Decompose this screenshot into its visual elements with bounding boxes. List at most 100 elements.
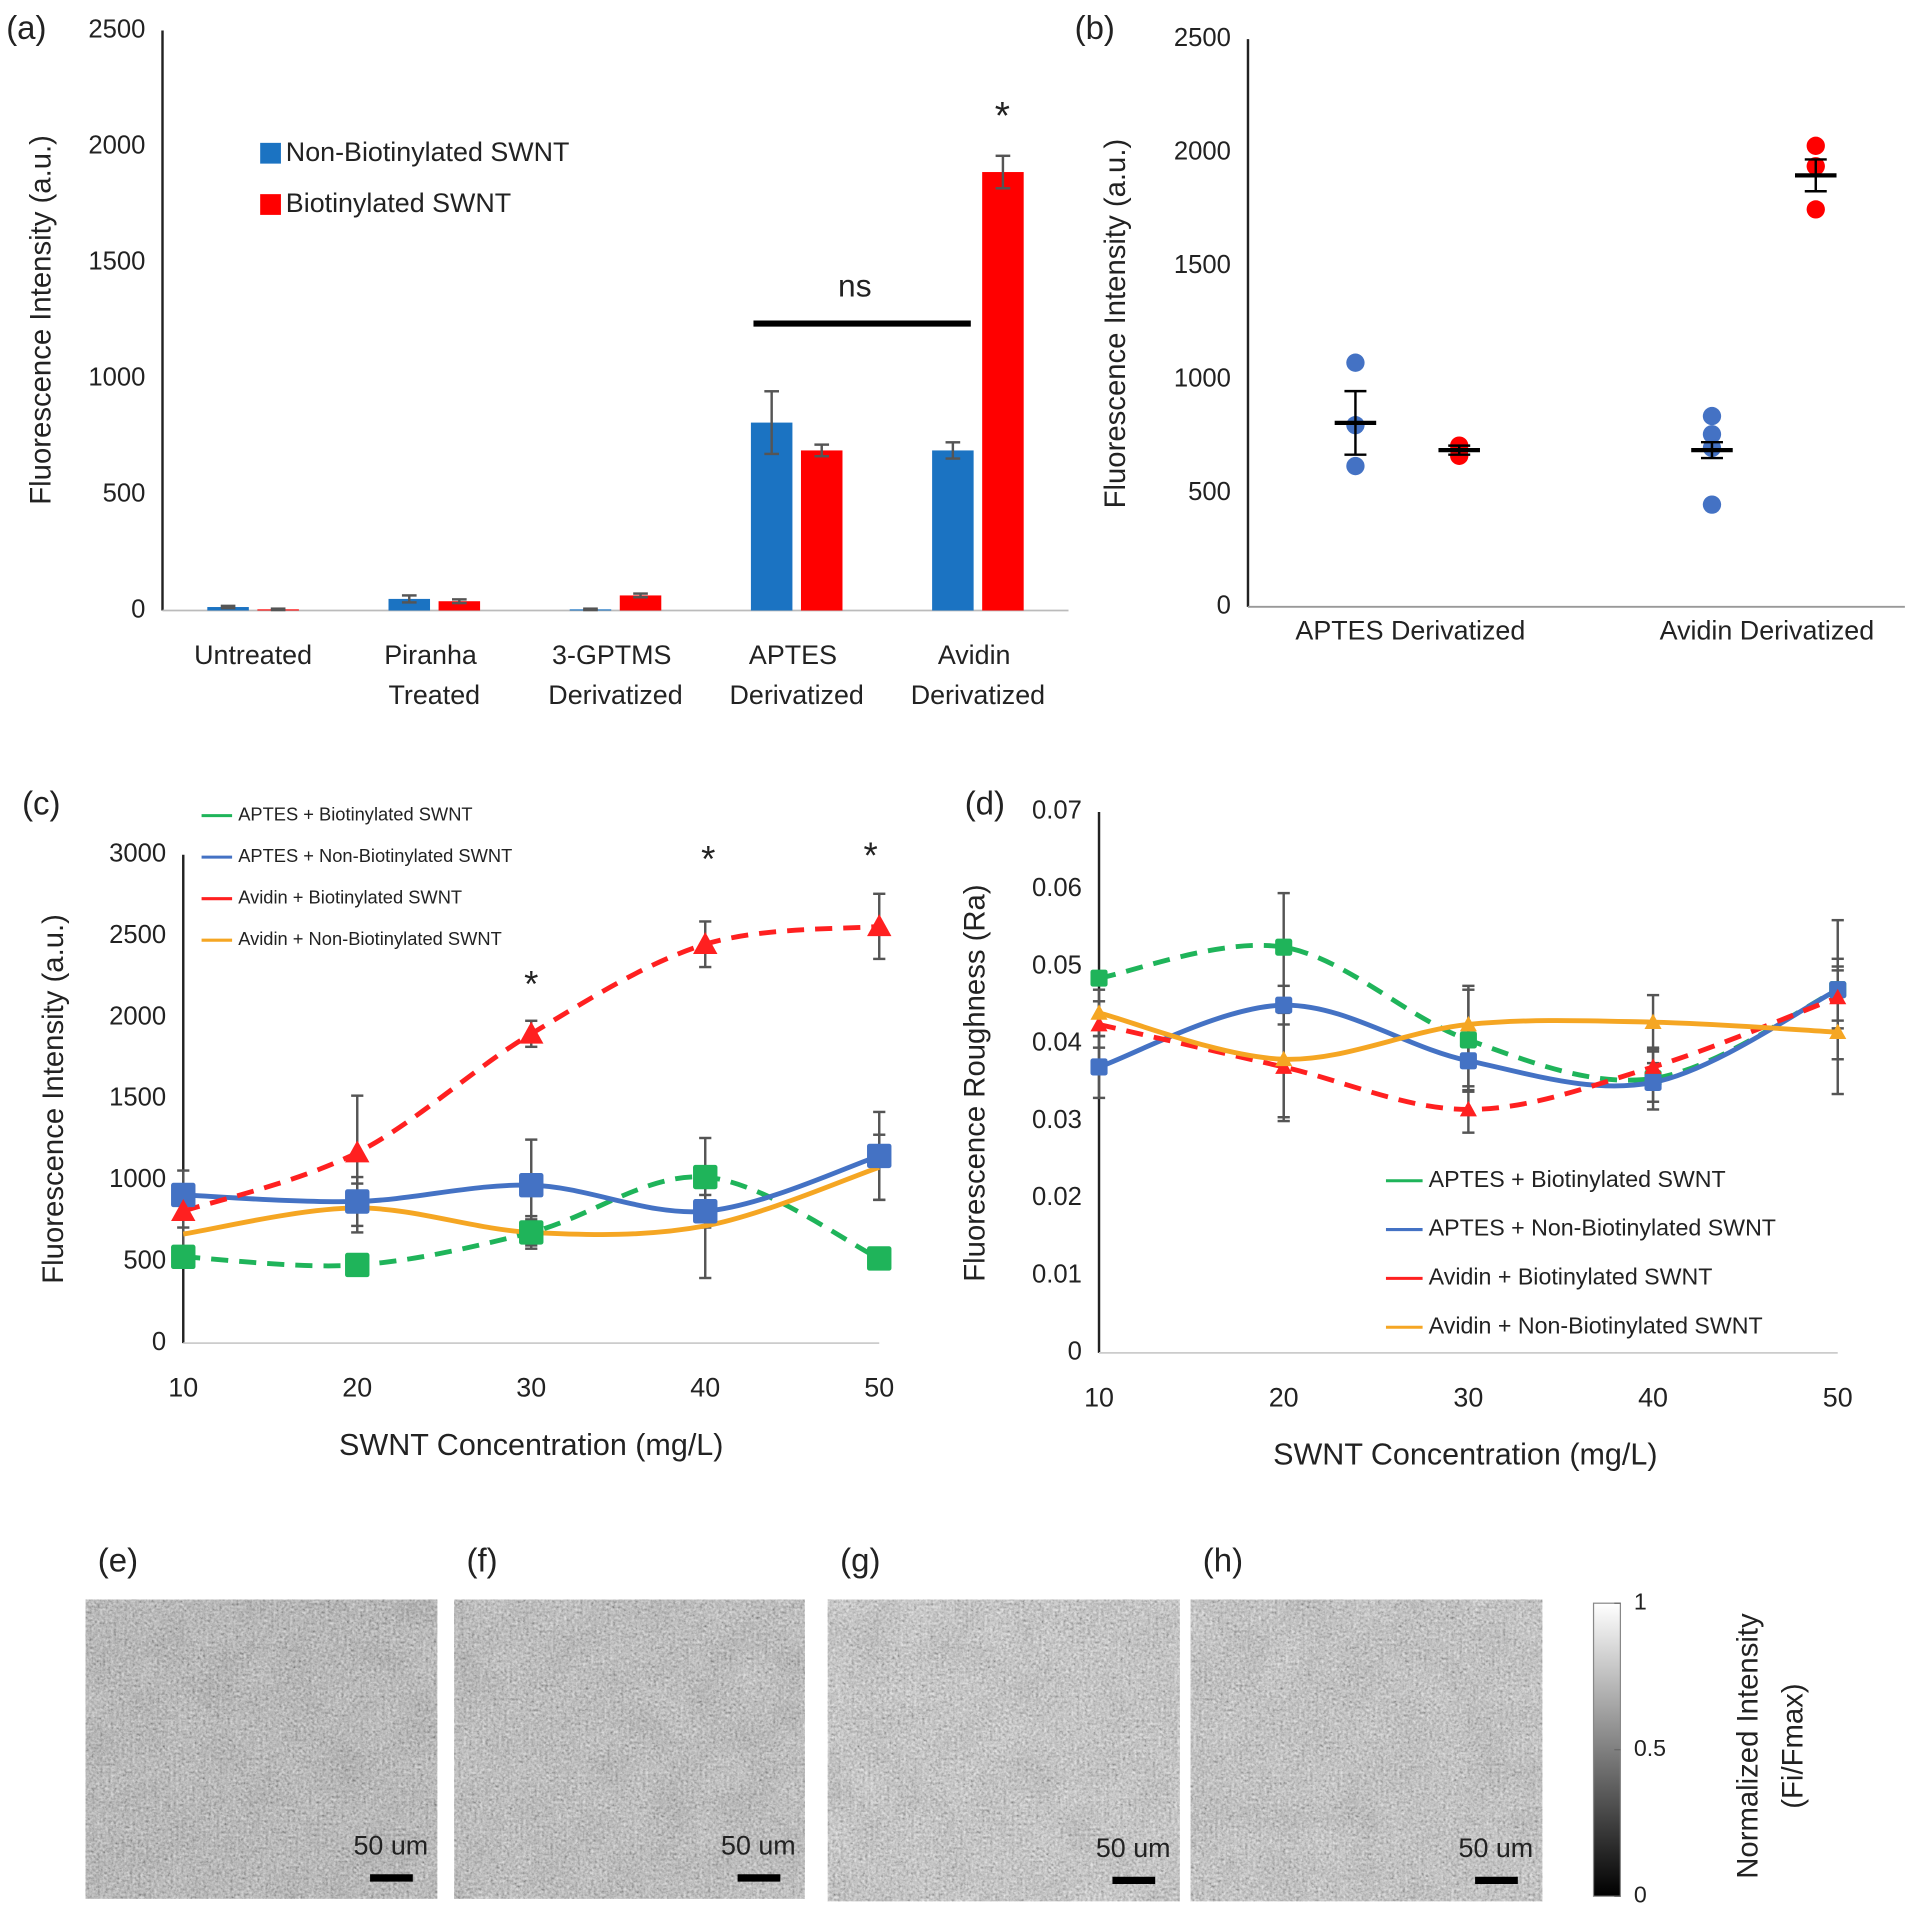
scale-bar-label: 50 um: [354, 1830, 429, 1860]
y-tick-label: 2000: [1174, 137, 1231, 165]
marker: [171, 1182, 196, 1208]
scale-bar-label: 50 um: [721, 1830, 796, 1860]
x-tick-label: Untreated: [194, 640, 312, 670]
y-tick-label: 0.06: [1032, 874, 1082, 902]
data-point: [1346, 456, 1365, 476]
y-tick-label: 1500: [1174, 251, 1231, 279]
marker: [171, 1199, 196, 1222]
y-tick-label: 0.04: [1032, 1029, 1082, 1057]
colorbar-tick-label: 0: [1634, 1881, 1647, 1907]
marker: [1644, 1013, 1662, 1029]
marker: [519, 1021, 544, 1044]
marker: [867, 1246, 892, 1271]
data-point: [1806, 200, 1825, 219]
marker: [345, 1140, 370, 1163]
y-tick-label: 0.01: [1032, 1260, 1082, 1288]
micrograph-texture: [454, 1599, 805, 1899]
marker: [693, 1164, 718, 1190]
y-tick-label: 2000: [109, 1002, 166, 1030]
annotation: *: [701, 839, 715, 880]
y-tick-label: 1000: [88, 363, 145, 391]
y-tick-label: 3000: [109, 839, 166, 867]
panel-label: (c): [22, 785, 60, 822]
y-axis-label: Fluorescence Intensity (a.u.): [1099, 139, 1132, 509]
colorbar-title: Normalized Intensity: [1732, 1613, 1765, 1879]
image-label: (g): [840, 1542, 880, 1579]
marker: [1459, 1100, 1477, 1117]
bar: [388, 598, 431, 611]
y-tick-label: 0.05: [1032, 951, 1082, 979]
y-tick-label: 2500: [1174, 24, 1231, 52]
scale-bar-label: 50 um: [1096, 1833, 1171, 1863]
micrograph-texture: [827, 1599, 1180, 1902]
bar: [932, 450, 974, 611]
panel-label: (a): [6, 9, 46, 46]
legend-label: APTES + Non-Biotinylated SWNT: [238, 845, 512, 866]
y-tick-label: 1000: [1174, 365, 1231, 393]
data-point: [1806, 136, 1825, 155]
marker: [1459, 1052, 1477, 1070]
legend-label: APTES + Biotinylated SWNT: [1429, 1166, 1726, 1192]
marker: [519, 1172, 544, 1198]
legend-label: APTES + Biotinylated SWNT: [238, 803, 472, 824]
x-tick-label: 10: [1084, 1382, 1114, 1412]
panel-label: (b): [1075, 9, 1115, 46]
legend-label: Biotinylated SWNT: [286, 188, 511, 218]
x-tick-label: 40: [1638, 1382, 1668, 1412]
y-tick-label: 0.07: [1032, 797, 1082, 825]
marker: [1829, 1023, 1847, 1040]
y-tick-label: 0: [1217, 592, 1231, 620]
marker: [1275, 1050, 1293, 1067]
y-tick-label: 500: [103, 479, 146, 507]
y-tick-label: 500: [123, 1246, 166, 1274]
marker: [1644, 1073, 1662, 1091]
marker: [867, 914, 892, 937]
scale-bar-label: 50 um: [1459, 1833, 1534, 1863]
marker: [1275, 938, 1293, 956]
marker: [1090, 969, 1108, 987]
data-point: [1702, 495, 1722, 514]
y-tick-label: 2500: [88, 15, 145, 43]
legend-label: Avidin + Biotinylated SWNT: [1429, 1264, 1713, 1290]
marker: [1090, 1004, 1108, 1020]
data-point: [1702, 406, 1722, 426]
data-point: [1702, 425, 1722, 444]
x-tick-label: 40: [690, 1373, 720, 1403]
y-tick-label: 0.02: [1032, 1183, 1082, 1211]
marker: [693, 932, 718, 955]
x-tick-label: 30: [516, 1373, 546, 1403]
y-tick-label: 2500: [109, 921, 166, 949]
x-tick-label: 50: [864, 1373, 894, 1403]
x-tick-label: 20: [1269, 1382, 1299, 1412]
annotation: *: [864, 835, 878, 876]
marker: [1459, 1031, 1477, 1049]
annotation: ns: [838, 268, 872, 304]
x-tick-label: 20: [342, 1373, 372, 1403]
legend-label: Avidin + Non-Biotinylated SWNT: [1429, 1312, 1763, 1338]
colorbar-tick-label: 0.5: [1634, 1735, 1666, 1761]
image-label: (f): [467, 1542, 498, 1579]
y-tick-label: 0.03: [1032, 1106, 1082, 1134]
y-axis-label: Fluorescence Intensity (a.u.): [25, 135, 58, 505]
legend-swatch: [260, 194, 281, 215]
bar: [619, 595, 662, 611]
micrograph-texture: [1190, 1599, 1543, 1902]
y-tick-label: 2000: [88, 131, 145, 159]
micrograph-texture: [85, 1599, 438, 1899]
legend-label: Avidin + Biotinylated SWNT: [238, 887, 462, 908]
image-label: (e): [98, 1542, 138, 1579]
marker: [1275, 1058, 1293, 1074]
y-axis-label: Fluorescence Roughness (Ra): [959, 884, 992, 1281]
x-tick-label: Avidin Derivatized: [911, 640, 1045, 710]
marker: [693, 1199, 718, 1224]
y-tick-label: 0: [152, 1328, 166, 1356]
x-tick-label: 3-GPTMS Derivatized: [548, 640, 682, 710]
image-label: (h): [1203, 1542, 1243, 1579]
bar: [982, 172, 1024, 611]
x-axis-label: SWNT Concentration (mg/L): [1273, 1438, 1657, 1472]
marker: [1090, 1058, 1108, 1076]
marker: [1459, 1015, 1477, 1032]
bar: [438, 601, 481, 611]
